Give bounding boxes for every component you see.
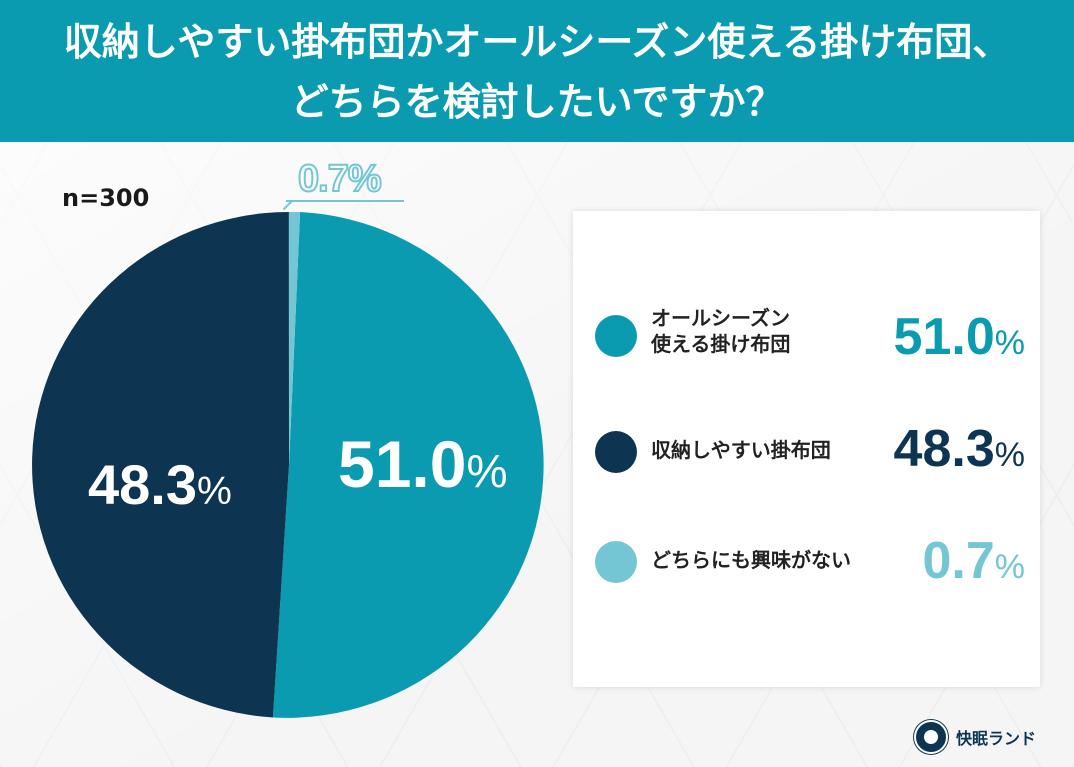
legend-value: 51.0 [893,308,995,366]
pie-value-all-season: 51.0 [338,427,467,501]
pie-label-storage: 48.3% [88,452,232,517]
legend-dot-all-season [595,315,637,357]
title-line-2: どちらを検討したいですか？ [290,80,784,124]
legend-value-neither: 0.7% [922,531,1025,591]
logo-text: 快眠ランド [956,729,1037,748]
pie-pct: % [197,470,232,513]
pie-chart [32,211,546,718]
legend-panel: オールシーズン 使える掛け布団 51.0% 収納しやすい掛布団 48.3% どち… [573,211,1040,687]
legend-value-all-season: 51.0% [894,307,1025,367]
callout-line [286,200,404,202]
callout-value: 0.7 [297,157,350,201]
legend-label: どちらにも興味がない [651,548,851,572]
pie-label-all-season: 51.0% [338,426,508,502]
legend-pct: % [994,324,1025,362]
legend-value-storage: 48.3% [894,419,1025,479]
legend-label-line1: オールシーズン [651,306,790,330]
legend-item-all-season: オールシーズン 使える掛け布団 51.0% [595,297,1035,377]
callout-pct: % [347,157,383,201]
brand-logo: 快眠ランド [914,720,1036,754]
pie-pct: % [466,445,508,497]
slice-storage [32,212,289,718]
legend-item-storage: 収納しやすい掛布団 48.3% [595,413,1035,493]
slice-all-season [272,212,544,718]
pie-value-storage: 48.3 [88,453,197,516]
callout-neither: 0.7% [297,157,383,201]
legend-dot-neither [595,541,637,583]
pie-svg [32,211,544,718]
legend-label: 収納しやすい掛布団 [651,438,831,462]
sample-size: n=300 [62,184,150,212]
slice-neither [288,211,301,465]
legend-label: オールシーズン 使える掛け布団 [651,305,790,357]
title-line-1: 収納しやすい掛布団かオールシーズン使える掛け布団、 [63,20,1011,64]
title-banner: 収納しやすい掛布団かオールシーズン使える掛け布団、 どちらを検討したいですか？ [0,0,1074,142]
legend-label-line2: 使える掛け布団 [651,332,791,356]
logo-icon [914,720,948,754]
legend-dot-storage [595,431,637,473]
legend-value: 0.7 [922,532,995,590]
legend-item-neither: どちらにも興味がない 0.7% [595,529,1035,609]
legend-pct: % [994,548,1025,586]
legend-pct: % [994,436,1025,474]
legend-value: 48.3 [893,420,995,478]
